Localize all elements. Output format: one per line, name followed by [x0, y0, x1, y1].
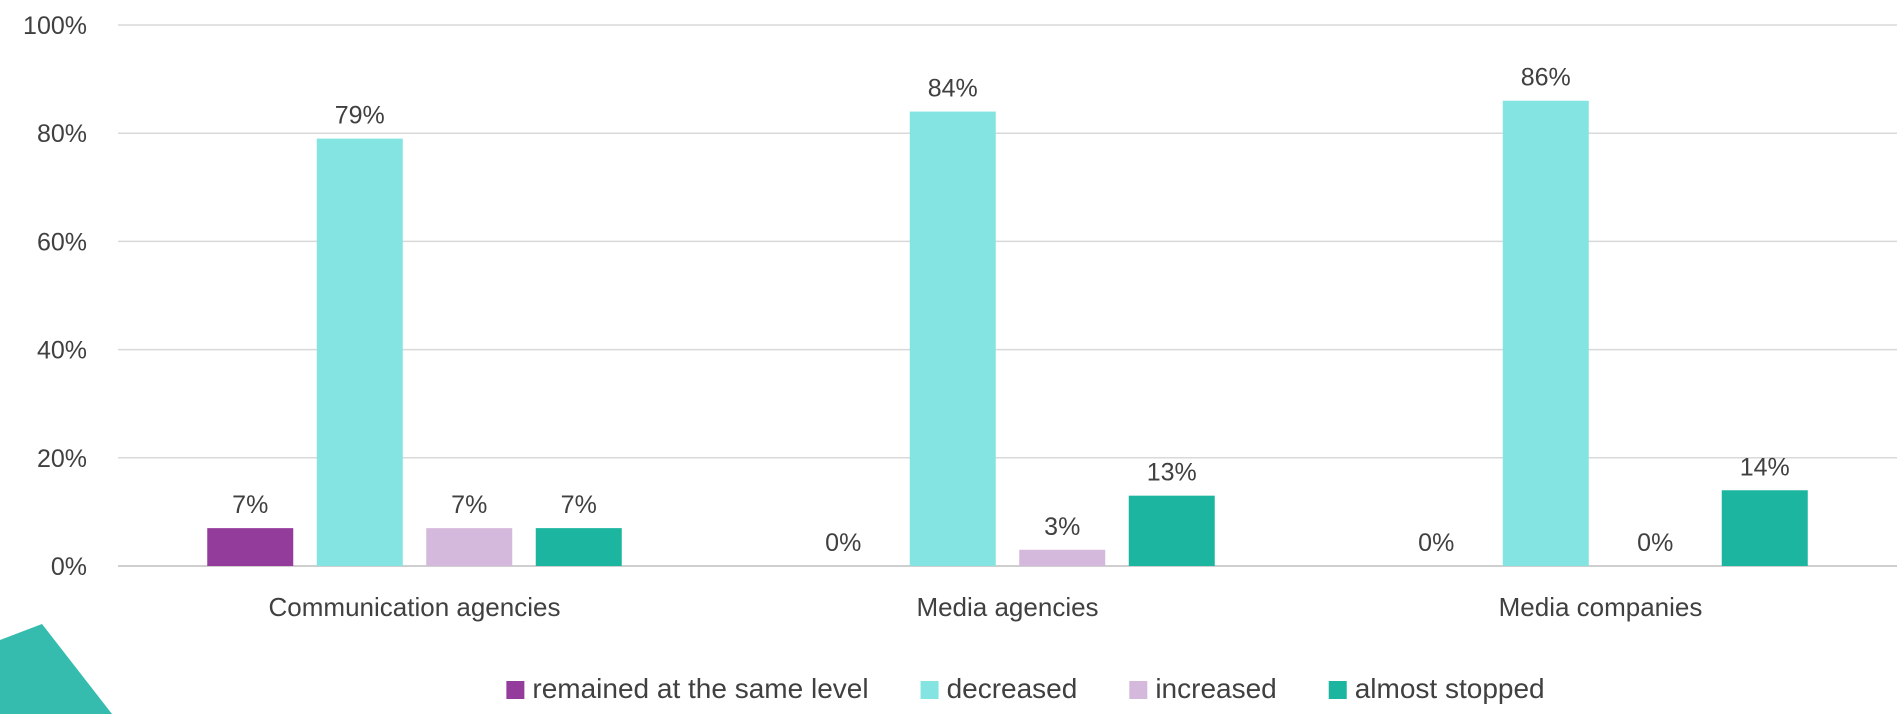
category-label: Media agencies [916, 592, 1098, 622]
data-label: 86% [1521, 64, 1571, 92]
data-label: 0% [1637, 529, 1673, 557]
category-label: Media companies [1499, 592, 1703, 622]
legend-swatch [1129, 681, 1148, 699]
legend-label: increased [1155, 673, 1276, 704]
legend-item: decreased [920, 673, 1078, 704]
data-label: 79% [335, 102, 385, 130]
data-label: 13% [1147, 459, 1197, 487]
corner-decoration [0, 624, 112, 714]
data-label: 0% [1418, 529, 1454, 557]
y-tick-label: 80% [37, 120, 87, 148]
y-tick-label: 60% [37, 228, 87, 256]
y-axis-ticks: 0% 20% 40% 60% 80% 100% [23, 12, 87, 581]
bar-almost-stopped-0 [535, 528, 622, 566]
gridlines [118, 24, 1897, 567]
category-label: Communication agencies [269, 592, 561, 622]
bar-almost-stopped-2 [1721, 490, 1808, 566]
legend-label: remained at the same level [532, 673, 868, 704]
bar-remained-at-the-same-level-0 [207, 528, 294, 566]
data-label: 0% [825, 529, 861, 557]
y-tick-label: 40% [37, 337, 87, 365]
data-label: 14% [1740, 453, 1790, 481]
legend: remained at the same level decreased incre… [506, 673, 1545, 704]
y-tick-label: 100% [23, 12, 87, 40]
legend-item: almost stopped [1328, 673, 1545, 704]
data-label: 84% [928, 75, 978, 103]
y-tick-label: 0% [51, 553, 87, 581]
legend-swatch [920, 681, 939, 699]
legend-label: almost stopped [1355, 673, 1545, 704]
corner-decoration-shape [0, 624, 112, 714]
bars [207, 100, 1808, 567]
legend-swatch [1328, 681, 1347, 699]
bar-increased-1 [1019, 549, 1106, 566]
legend-item: increased [1129, 673, 1277, 704]
bar-decreased-1 [909, 111, 996, 566]
legend-item: remained at the same level [506, 673, 869, 704]
bar-decreased-0 [316, 138, 403, 567]
category-labels: Communication agencies Media agencies Medi… [269, 592, 1703, 622]
data-label: 7% [561, 491, 597, 519]
data-labels: 7% 79% 7% 7% 0% 84% 3% 13% 0% 86% 0% 14% [232, 64, 1790, 557]
legend-label: decreased [947, 673, 1078, 704]
legend-swatch [506, 681, 525, 699]
bar-almost-stopped-1 [1128, 495, 1215, 566]
data-label: 7% [232, 491, 268, 519]
bar-decreased-2 [1502, 100, 1589, 567]
data-label: 3% [1044, 513, 1080, 541]
y-tick-label: 20% [37, 445, 87, 473]
data-label: 7% [451, 491, 487, 519]
bar-increased-0 [426, 528, 513, 566]
